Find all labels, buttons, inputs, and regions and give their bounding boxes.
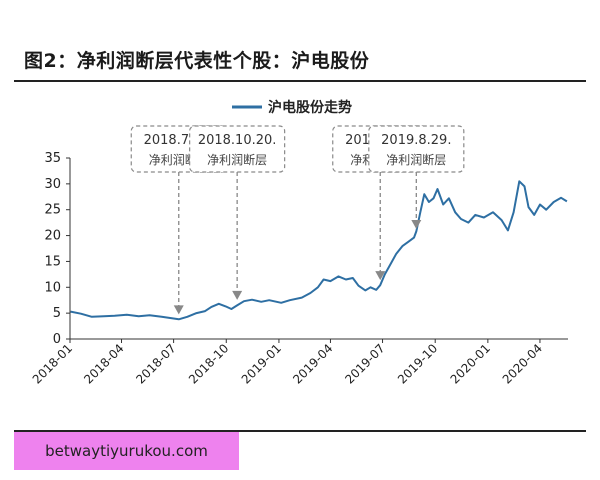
annotation-text: 净利润断层	[386, 152, 446, 167]
annotation-arrow-head	[173, 305, 184, 315]
y-tick-label: 25	[44, 203, 61, 218]
annotation-arrow-head	[232, 290, 243, 300]
x-tick-label: 2019-10	[395, 341, 440, 386]
x-tick-label: 2018-07	[133, 341, 178, 386]
x-tick-label: 2018-04	[81, 341, 126, 386]
x-tick-label: 2019-04	[290, 341, 335, 386]
y-tick-label: 35	[44, 151, 61, 166]
figure-title: 图2：净利润断层代表性个股：沪电股份	[24, 50, 370, 72]
y-tick-label: 5	[53, 306, 61, 321]
x-tick-label: 2020-04	[500, 341, 545, 386]
stock-chart: 0 5 10 15 20 25 30 35 2018-01 2018-04 2018-07 2018-…	[30, 99, 568, 387]
y-tick-label: 15	[44, 254, 61, 269]
x-tick-label: 2018-01	[30, 341, 75, 386]
watermark-banner: betwaytiyurukou.com	[14, 432, 239, 470]
x-tick-label: 2018-10	[186, 341, 231, 386]
legend-label: 沪电股份走势	[268, 99, 352, 116]
y-tick-label: 20	[44, 229, 61, 244]
x-tick-label: 2020-01	[448, 341, 493, 386]
annotation-date: 2019.8.29.	[381, 133, 451, 148]
title-divider	[14, 80, 586, 82]
annotation-date: 2018.10.20.	[198, 133, 277, 148]
x-tick-label: 2019-01	[239, 341, 284, 386]
x-tick-label: 2019-07	[342, 341, 387, 386]
y-tick-label: 0	[53, 332, 61, 347]
bottom-divider	[14, 430, 586, 432]
y-tick-label: 30	[44, 177, 61, 192]
annotation-text: 净利润断层	[207, 152, 267, 167]
watermark-text: betwaytiyurukou.com	[45, 442, 208, 460]
annotation-arrow-head	[375, 271, 386, 281]
price-series-line	[70, 180, 568, 321]
annotation-arrow-head	[411, 219, 422, 229]
y-tick-label: 10	[44, 280, 61, 295]
